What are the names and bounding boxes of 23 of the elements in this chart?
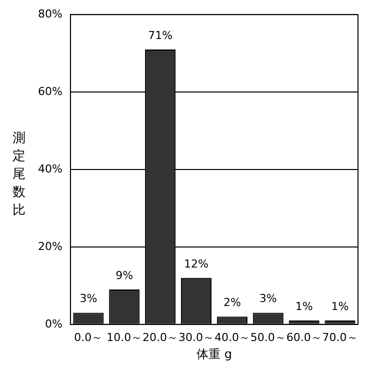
data-label: 1% [331, 300, 349, 313]
x-tick-label: 20.0～ [142, 330, 178, 344]
data-label: 2% [223, 296, 241, 310]
y-tick-label: 80% [38, 7, 62, 20]
x-tick-label: 70.0～ [322, 330, 358, 344]
data-label: 3% [259, 292, 277, 306]
y-tick-label: 40% [38, 162, 62, 176]
y-tick-label: 20% [38, 240, 62, 253]
data-label: 9% [116, 268, 134, 282]
data-label: 3% [80, 292, 98, 306]
x-tick-label: 60.0～ [286, 330, 322, 344]
y-axis-title: 測定尾数比 [12, 130, 26, 220]
x-tick-label: 50.0～ [250, 330, 286, 344]
x-tick-label: 10.0～ [106, 330, 142, 344]
x-tick-label: 40.0～ [214, 330, 250, 344]
y-tick-label: 60% [38, 84, 62, 98]
data-label: 1% [295, 300, 313, 313]
x-tick-label: 30.0～ [178, 330, 214, 344]
data-label: 12% [184, 257, 208, 270]
y-tick-label: 0% [44, 317, 62, 330]
data-label: 71% [148, 28, 173, 42]
x-tick-label: 0.0～ [74, 330, 103, 344]
x-axis-title: 体重 g [196, 346, 232, 361]
